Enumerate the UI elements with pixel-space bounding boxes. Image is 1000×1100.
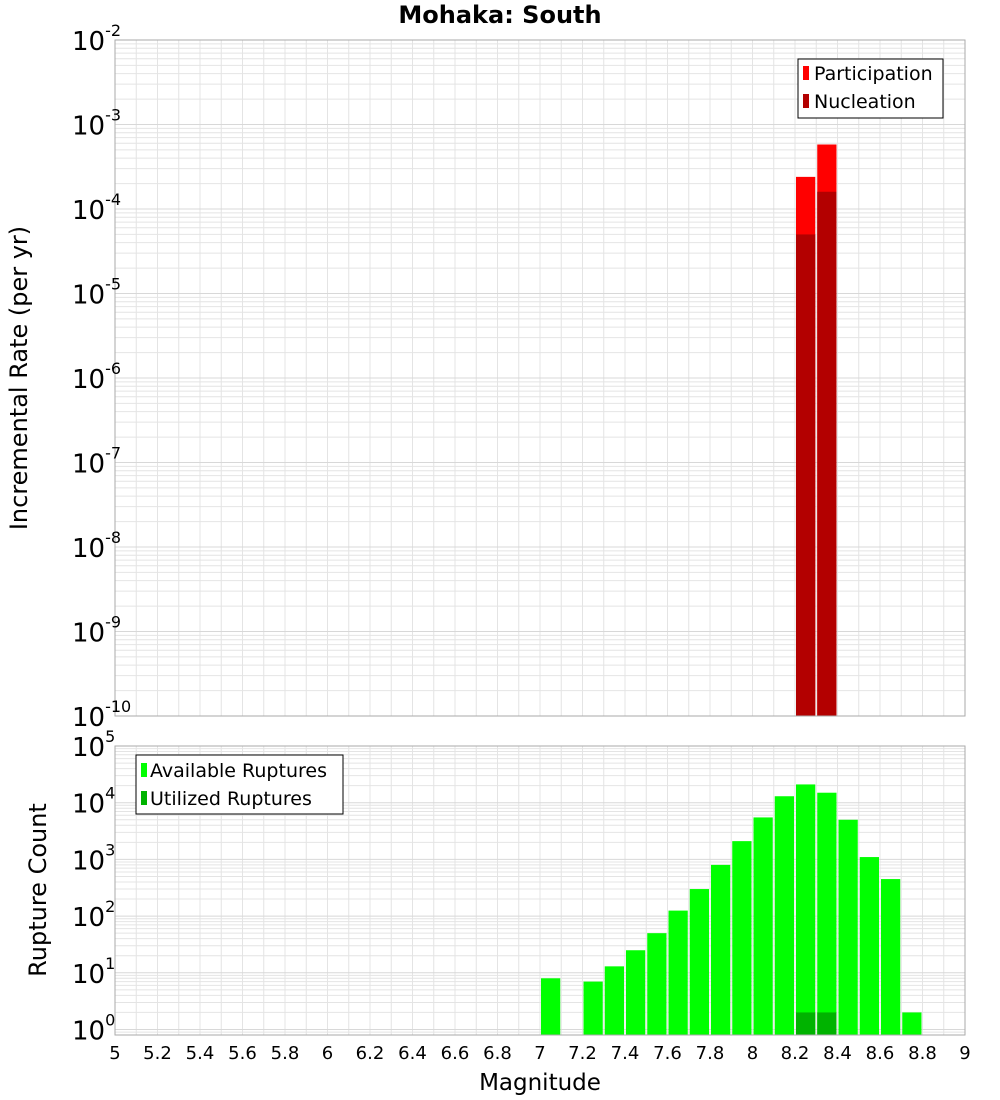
y-tick-label: 102 bbox=[72, 897, 115, 933]
legend-swatch-nucleation bbox=[803, 94, 809, 108]
bar-available-ruptures bbox=[753, 817, 773, 1035]
chart-title: Mohaka: South bbox=[398, 1, 601, 29]
x-tick-label: 7.4 bbox=[611, 1043, 640, 1064]
x-tick-label: 8.4 bbox=[823, 1043, 852, 1064]
bar-utilized-ruptures bbox=[796, 1012, 816, 1035]
top-legend-box bbox=[797, 58, 944, 119]
x-tick-label: 7.8 bbox=[696, 1043, 725, 1064]
y-tick-label: 10-9 bbox=[72, 613, 121, 649]
legend-swatch-participation bbox=[803, 66, 809, 80]
bar-available-ruptures bbox=[626, 950, 646, 1035]
x-tick-label: 8 bbox=[747, 1043, 758, 1064]
x-tick-label: 7.6 bbox=[653, 1043, 682, 1064]
y-tick-label: 10-7 bbox=[72, 444, 121, 480]
bar-available-ruptures bbox=[796, 784, 816, 1035]
top-gridlines bbox=[114, 39, 966, 717]
bar-available-ruptures bbox=[774, 796, 794, 1035]
y-tick-label: 10-2 bbox=[72, 21, 121, 57]
bottom-legend-box bbox=[135, 754, 344, 815]
legend-swatch-available bbox=[141, 763, 147, 777]
y-tick-exponent: -6 bbox=[105, 359, 121, 378]
bar-available-ruptures bbox=[838, 819, 858, 1035]
y-tick-exponent: 1 bbox=[105, 954, 115, 973]
y-tick-label: 101 bbox=[72, 954, 115, 990]
x-tick-label: 6.6 bbox=[441, 1043, 470, 1064]
y-tick-exponent: -9 bbox=[105, 613, 121, 632]
y-tick-exponent: 3 bbox=[105, 840, 115, 859]
y-tick-label: 10-3 bbox=[72, 106, 121, 142]
legend-swatch-utilized bbox=[141, 791, 147, 805]
y-tick-exponent: 2 bbox=[105, 897, 115, 916]
bar-available-ruptures bbox=[541, 978, 561, 1035]
top-bars bbox=[796, 144, 837, 717]
top-y-axis-label: Incremental Rate (per yr) bbox=[5, 226, 33, 530]
legend-label-utilized: Utilized Ruptures bbox=[150, 788, 312, 810]
x-tick-label: 5 bbox=[109, 1043, 120, 1064]
x-axis-label: Magnitude bbox=[479, 1070, 601, 1096]
x-tick-label: 5.2 bbox=[143, 1043, 172, 1064]
bar-available-ruptures bbox=[668, 910, 688, 1035]
bar-utilized-ruptures bbox=[817, 1012, 837, 1035]
bottom-y-axis-label: Rupture Count bbox=[24, 803, 52, 977]
x-tick-label: 5.4 bbox=[186, 1043, 215, 1064]
top-panel: 10-10 10-9 10-8 10-7 10-6 10-5 10-4 10-3 10-2 In… bbox=[5, 21, 966, 733]
y-tick-label: 105 bbox=[72, 727, 115, 763]
y-tick-exponent: 4 bbox=[105, 784, 115, 803]
x-tick-label: 6.8 bbox=[483, 1043, 512, 1064]
bottom-legend: Available Ruptures Utilized Ruptures bbox=[135, 754, 344, 815]
x-tick-label: 7.2 bbox=[568, 1043, 597, 1064]
bottom-plot-frame bbox=[114, 745, 966, 1036]
bar-available-ruptures bbox=[583, 981, 603, 1035]
x-tick-label: 6 bbox=[322, 1043, 333, 1064]
bar-available-ruptures bbox=[859, 857, 879, 1035]
bar-nucleation bbox=[817, 191, 837, 717]
legend-label-nucleation: Nucleation bbox=[814, 91, 916, 113]
bar-nucleation bbox=[796, 234, 816, 717]
y-tick-exponent: -5 bbox=[105, 275, 121, 294]
x-tick-label: 9 bbox=[959, 1043, 970, 1064]
bottom-bars bbox=[541, 784, 922, 1035]
y-tick-exponent: -8 bbox=[105, 528, 121, 547]
x-tick-labels: 5 5.2 5.4 5.6 5.8 6 6.2 6.4 6.6 6.8 7 7.2 7.4 7.6 7.8 8… bbox=[109, 1043, 970, 1064]
bar-available-ruptures bbox=[902, 1012, 922, 1035]
y-tick-exponent: -7 bbox=[105, 444, 121, 463]
top-plot-frame bbox=[114, 39, 966, 717]
x-tick-label: 6.2 bbox=[356, 1043, 385, 1064]
x-tick-label: 7 bbox=[534, 1043, 545, 1064]
y-tick-label: 10-6 bbox=[72, 359, 121, 395]
y-tick-label: 10-4 bbox=[72, 190, 121, 226]
bar-available-ruptures bbox=[881, 879, 901, 1035]
y-tick-label: 100 bbox=[72, 1011, 115, 1047]
y-tick-exponent: -10 bbox=[105, 697, 131, 716]
top-legend: Participation Nucleation bbox=[797, 58, 944, 119]
x-tick-label: 8.6 bbox=[866, 1043, 895, 1064]
y-tick-label: 10-5 bbox=[72, 275, 121, 311]
bar-available-ruptures bbox=[732, 841, 752, 1035]
x-tick-label: 5.8 bbox=[271, 1043, 300, 1064]
bar-available-ruptures bbox=[647, 933, 667, 1035]
bar-available-ruptures bbox=[689, 889, 709, 1035]
legend-label-available: Available Ruptures bbox=[150, 760, 327, 782]
y-tick-exponent: -4 bbox=[105, 190, 121, 209]
bar-available-ruptures bbox=[604, 966, 624, 1035]
x-tick-label: 6.4 bbox=[398, 1043, 427, 1064]
y-tick-label: 103 bbox=[72, 840, 115, 876]
x-tick-label: 8.8 bbox=[908, 1043, 937, 1064]
top-y-tick-labels: 10-10 10-9 10-8 10-7 10-6 10-5 10-4 10-3 10-2 bbox=[72, 21, 131, 733]
y-tick-exponent: 0 bbox=[105, 1011, 115, 1030]
legend-label-participation: Participation bbox=[814, 63, 933, 85]
x-tick-label: 5.6 bbox=[228, 1043, 257, 1064]
bar-available-ruptures bbox=[817, 792, 837, 1035]
y-tick-label: 10-10 bbox=[72, 697, 131, 733]
bar-available-ruptures bbox=[711, 864, 731, 1035]
y-tick-label: 104 bbox=[72, 784, 115, 820]
y-tick-label: 10-8 bbox=[72, 528, 121, 564]
x-tick-label: 8.2 bbox=[781, 1043, 810, 1064]
y-tick-exponent: -2 bbox=[105, 21, 121, 40]
y-tick-exponent: -3 bbox=[105, 106, 121, 125]
y-tick-exponent: 5 bbox=[105, 727, 115, 746]
